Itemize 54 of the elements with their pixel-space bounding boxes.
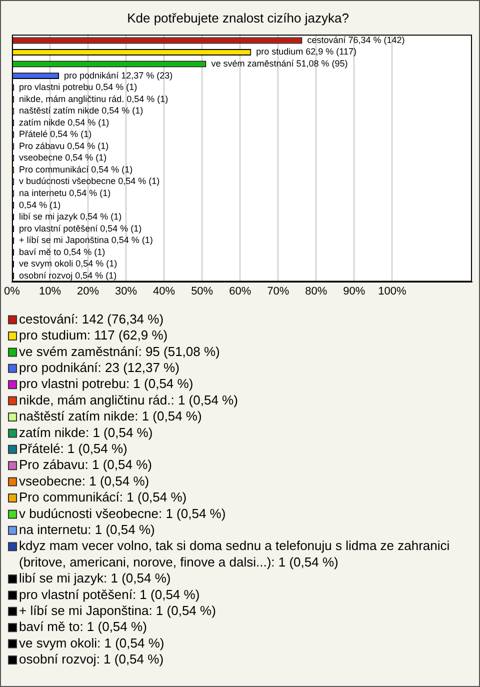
legend-label: v budúcnosti všeobecne: 1 (0,54 %) [19,506,226,521]
legend-label: ve svém zaměstnání: 95 (51,08 %) [19,344,220,359]
data-label: na internetu 0,54 % (1) [19,188,111,198]
legend-label: ve svym okoli: 1 (0,54 %) [19,635,164,650]
data-label: v budúcnosti všeobecne 0,54 % (1) [19,176,160,186]
data-label: pro podnikání 12,37 % (23) [64,70,173,80]
x-tick-label: 100% [378,285,406,298]
legend-label: Pro zábavu: 1 (0,54 %) [19,457,152,472]
legend-label: na internetu: 1 (0,54 %) [19,522,155,537]
legend-label: zatím nikde: 1 (0,54 %) [19,424,153,440]
data-label: Přátelé 0,54 % (1) [19,129,92,140]
data-label: pro vlastni potrebu 0,54 % (1) [19,82,138,92]
data-label: nikde, mám angličtinu rád. 0,54 % (1) [19,94,168,104]
data-label: naštěstí zatím nikde 0,54 % (1) [19,106,144,116]
data-label: Pro communikácí 0,54 % (1) [19,164,133,174]
legend-label: Pro communikácí: 1 (0,54 %) [19,490,187,505]
legend-label: kdyz mam vecer volno, tak si doma sednu a telefonuju s lidma ze zahranici (britove, americani, norove, finove a dalsi...): 1 (0,54 %) [19,538,450,570]
data-label: ve svém zaměstnání 51,08 % (95) [211,58,348,69]
data-label: 0,54 % (1) [19,200,61,210]
legend-label: Přátelé: 1 (0,54 %) [19,440,128,456]
legend-label: pro podnikání: 23 (12,37 %) [19,360,180,375]
x-tick-label: 0% [4,285,20,298]
legend-label: baví mě to: 1 (0,54 %) [19,619,147,634]
x-tick-label: 30% [115,285,138,298]
data-label: zatím nikde 0,54 % (1) [19,117,110,128]
legend-label: libí se mi jazyk: 1 (0,54 %) [19,570,171,586]
data-label: vseobecne 0,54 % (1) [19,152,107,163]
data-label: pro vlastní potěšení 0,54 % (1) [19,223,142,234]
legend-label: nikde, mám angličtinu rád.: 1 (0,54 %) [19,392,238,408]
data-label: baví mě to 0,54 % (1) [19,246,106,257]
data-label: Pro zábavu 0,54 % (1) [19,140,109,151]
legend-label: pro vlastni potrebu: 1 (0,54 %) [19,376,194,392]
data-label: libí se mi jazyk 0,54 % (1) [19,212,122,222]
legend-label: + líbí se mi Japonština: 1 (0,54 %) [19,602,216,618]
legend-label: cestování: 142 (76,34 %) [19,311,164,326]
data-label: cestování 76,34 % (142) [307,34,405,45]
data-label: pro studium 62,9 % (117) [256,46,357,57]
x-tick-label: 10% [39,285,62,298]
chart-title: Kde potřebujete znalost cizího jazyka? [127,10,349,26]
x-tick-label: 90% [343,285,366,298]
legend-label: naštěstí zatím nikde: 1 (0,54 %) [19,408,202,424]
x-tick-label: 40% [153,285,176,298]
legend-label: osobní rozvoj: 1 (0,54 %) [19,652,164,667]
x-tick-label: 20% [77,285,100,298]
data-label: ve svym okoli 0,54 % (1) [19,258,118,269]
data-label: osobní rozvoj 0,54 % (1) [19,270,117,280]
data-label: + líbí se mi Japonština 0,54 % (1) [19,235,153,246]
legend-label: vseobecne: 1 (0,54 %) [19,473,150,488]
legend-label: pro studium: 117 (62,9 %) [19,328,168,343]
x-tick-label: 80% [305,285,328,298]
x-tick-label: 60% [229,285,252,298]
x-tick-label: 70% [267,285,290,298]
legend-label: pro vlastní potěšení: 1 (0,54 %) [19,586,200,602]
x-tick-label: 50% [191,285,214,298]
